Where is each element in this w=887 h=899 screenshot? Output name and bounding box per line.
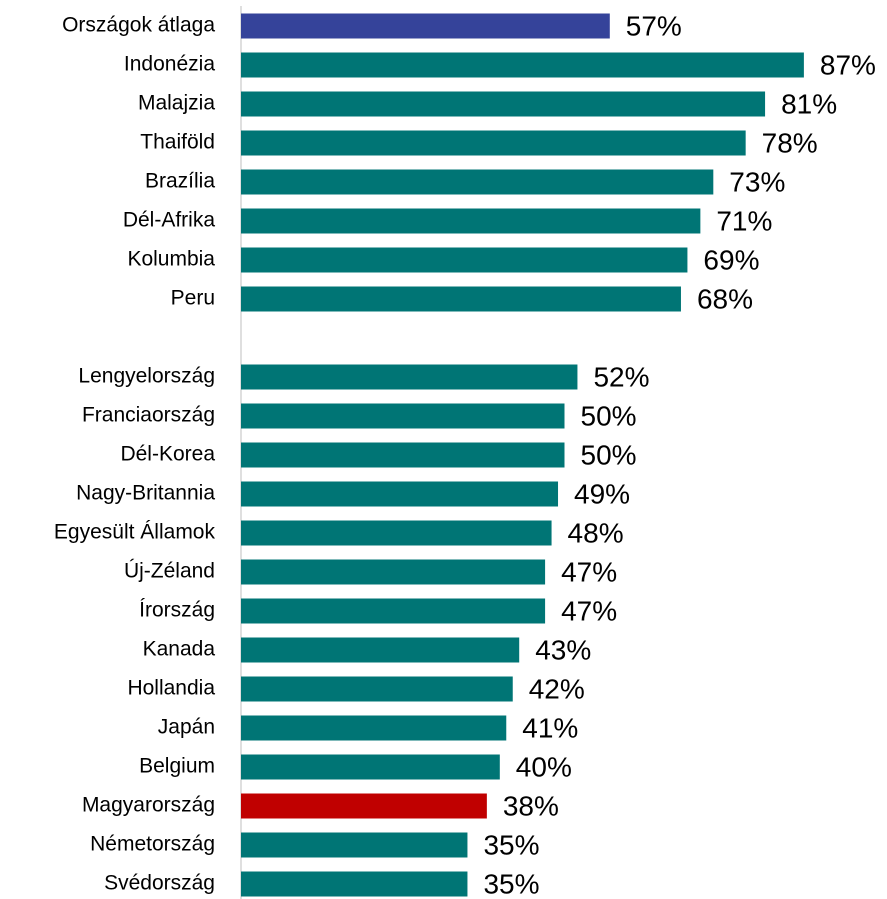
bar (241, 208, 701, 234)
category-label: Hollandia (127, 677, 215, 700)
bar (241, 559, 546, 585)
bar (241, 832, 468, 858)
value-label: 35% (483, 868, 539, 899)
bar (241, 754, 500, 780)
bar (241, 169, 714, 195)
value-label: 73% (729, 166, 785, 197)
value-label: 41% (522, 712, 578, 743)
bar (241, 247, 688, 273)
value-label: 71% (716, 205, 772, 236)
bar (241, 13, 610, 39)
bar (241, 715, 507, 741)
value-label: 47% (561, 556, 617, 587)
category-label: Brazília (145, 170, 215, 193)
category-label: Új-Zéland (124, 560, 215, 583)
value-label: 81% (781, 88, 837, 119)
bar (241, 520, 552, 546)
category-label: Japán (158, 716, 215, 739)
category-label: Írország (139, 599, 215, 622)
value-label: 68% (697, 283, 753, 314)
bar (241, 52, 804, 78)
value-label: 78% (762, 127, 818, 158)
category-label: Országok átlaga (62, 14, 215, 37)
category-label: Dél-Afrika (123, 209, 216, 232)
bar (241, 793, 487, 819)
bar (241, 91, 766, 117)
value-label: 50% (581, 439, 637, 470)
category-label: Peru (171, 287, 215, 310)
bar (241, 598, 546, 624)
category-label: Franciaország (82, 404, 215, 427)
bar (241, 286, 681, 312)
value-label: 47% (561, 595, 617, 626)
value-label: 57% (626, 10, 682, 41)
bar (241, 637, 520, 663)
value-label: 69% (703, 244, 759, 275)
value-label: 40% (516, 751, 572, 782)
category-label: Thaiföld (140, 131, 215, 154)
category-label: Svédország (104, 872, 215, 895)
value-label: 43% (535, 634, 591, 665)
value-label: 42% (529, 673, 585, 704)
bar (241, 871, 468, 897)
bar (241, 442, 565, 468)
value-label: 50% (581, 400, 637, 431)
value-label: 35% (483, 829, 539, 860)
bar (241, 130, 746, 156)
category-label: Kanada (143, 638, 216, 661)
value-label: 38% (503, 790, 559, 821)
category-label: Németország (90, 833, 215, 856)
bar (241, 403, 565, 429)
bar (241, 676, 513, 702)
bar (241, 481, 559, 507)
category-label: Egyesült Államok (54, 521, 216, 544)
value-label: 49% (574, 478, 630, 509)
bar (241, 364, 578, 390)
value-label: 52% (593, 361, 649, 392)
category-label: Dél-Korea (120, 443, 215, 466)
category-label: Nagy-Britannia (76, 482, 215, 505)
category-label: Indonézia (124, 53, 215, 76)
category-label: Lengyelország (78, 365, 215, 388)
category-label: Belgium (139, 755, 215, 778)
value-label: 48% (568, 517, 624, 548)
value-label: 87% (820, 49, 876, 80)
category-label: Magyarország (82, 794, 215, 817)
category-label: Malajzia (138, 92, 215, 115)
category-label: Kolumbia (127, 248, 215, 271)
